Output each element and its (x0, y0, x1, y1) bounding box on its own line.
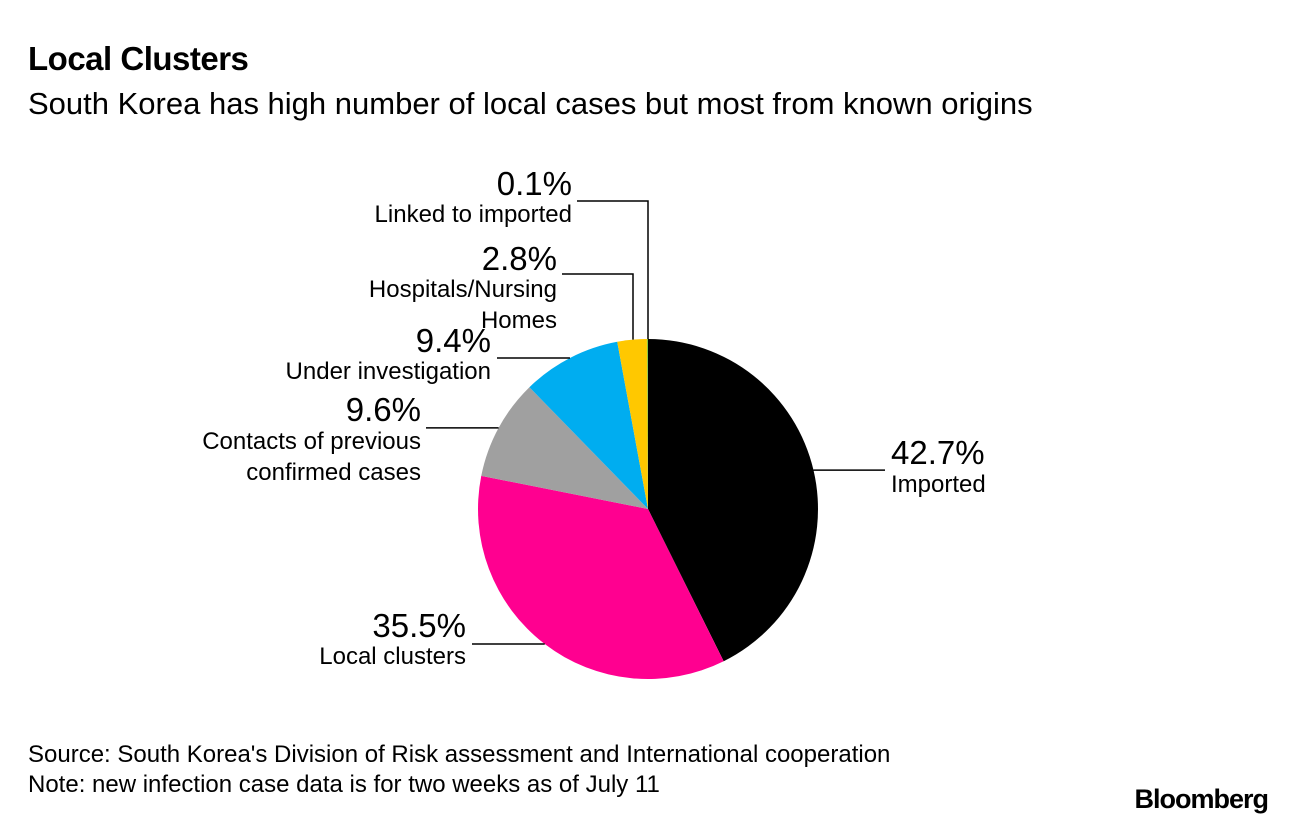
slice-name-label-2: Local clusters (319, 643, 466, 670)
pie-slice-2 (478, 475, 724, 679)
footnote: Note: new infection case data is for two… (28, 771, 660, 798)
slice-value-label-5: 2.8% (482, 240, 557, 277)
slice-name-label-3: Contacts of previous confirmed cases (202, 428, 421, 486)
slice-value-label-2: 35.5% (372, 607, 466, 644)
pie-slice-5 (617, 339, 648, 509)
source-note: Source: South Korea's Division of Risk a… (28, 741, 891, 768)
pie-slice-3 (481, 387, 648, 509)
chart-title: Local Clusters (28, 40, 249, 77)
slice-value-label-3: 9.6% (346, 391, 421, 428)
slice-value-label-6: 0.1% (497, 165, 572, 202)
slice-name-label-1: Imported (891, 471, 986, 498)
pie-slice-1 (648, 339, 818, 662)
slice-name-label-5: Hospitals/Nursing Homes (369, 276, 557, 334)
pie-slice-6 (646, 339, 648, 509)
bloomberg-logo: Bloomberg (1134, 784, 1269, 814)
slice-value-label-1: 42.7% (891, 434, 985, 471)
pie-slice-4 (529, 341, 648, 509)
chart-subtitle: South Korea has high number of local cas… (28, 86, 1033, 121)
slice-name-label-4: Under investigation (286, 358, 491, 385)
slice-value-label-4: 9.4% (416, 322, 491, 359)
slice-name-label-6: Linked to imported (375, 201, 572, 228)
leader-line-6 (577, 200, 649, 339)
leader-line-5 (562, 273, 634, 340)
